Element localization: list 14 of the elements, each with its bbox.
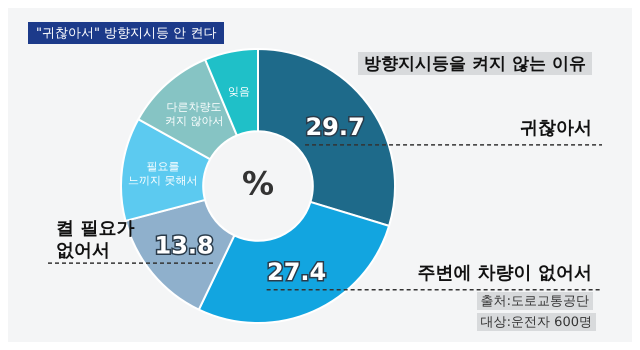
chart-title: "귀찮아서" 방향지시등 안 켠다: [28, 22, 224, 44]
slice-label: 귀찮아서: [520, 118, 592, 139]
text: 대상:운전자 600명: [476, 313, 596, 331]
slice-label: 다른차량도 켜지 않아서: [164, 100, 224, 128]
text: %: [242, 164, 274, 202]
source-note: 출처:도로교통공단: [476, 292, 594, 310]
slice-label: 켤 필요가 없어서: [56, 218, 134, 261]
slice-label: 주변에 차량이 없어서: [417, 262, 592, 284]
slice-label: 잊음: [228, 84, 250, 98]
data-label: 13.8: [154, 231, 214, 260]
data-label: 29.7: [305, 113, 365, 142]
chart-subtitle: 방향지시등을 켜지 않는 이유: [358, 52, 592, 75]
data-label: 27.4: [267, 258, 326, 286]
slice-label: 필요를 느끼지 못해서: [128, 160, 198, 187]
